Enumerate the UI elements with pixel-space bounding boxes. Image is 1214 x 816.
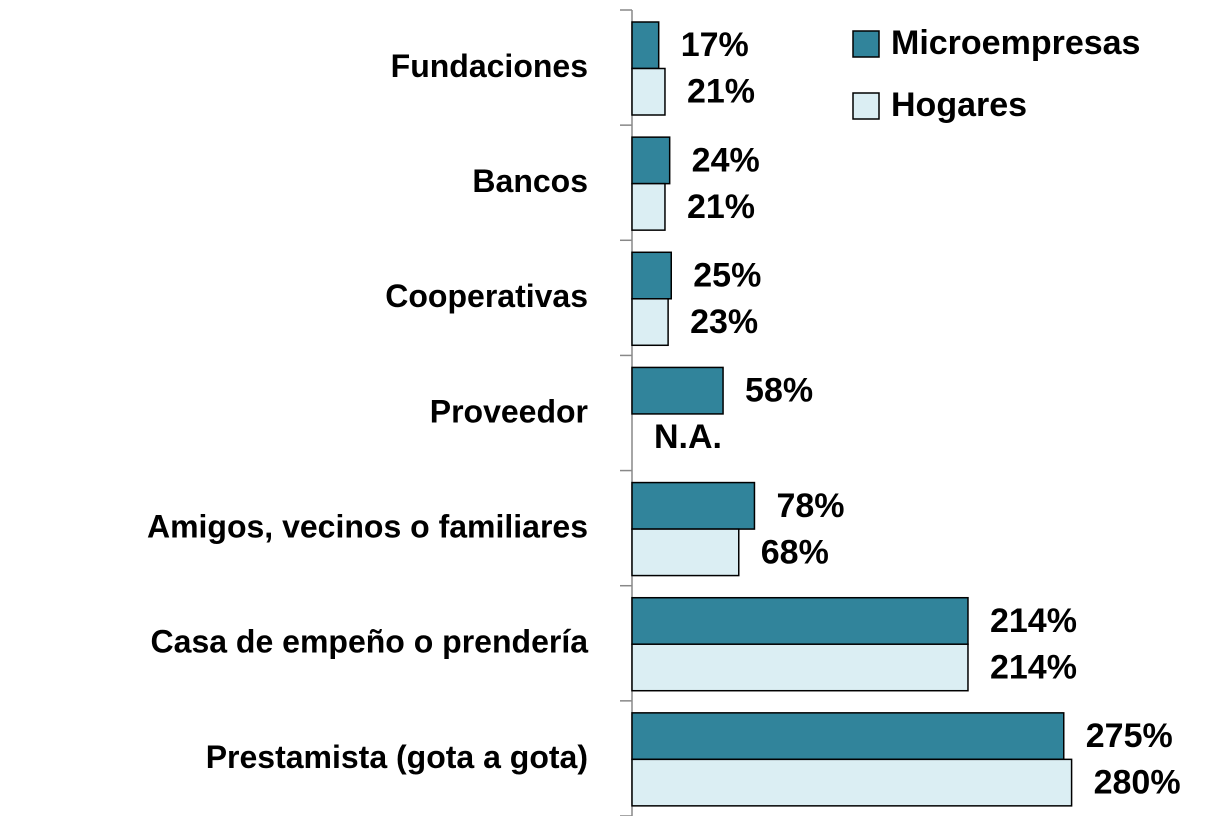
- value-label: 21%: [687, 73, 755, 111]
- value-label: 21%: [687, 188, 755, 226]
- bar: [631, 643, 969, 692]
- category-label: Bancos: [472, 163, 588, 199]
- legend-swatch: [852, 30, 880, 58]
- legend-label: Microempresas: [891, 24, 1140, 62]
- category-label: Prestamista (gota a gota): [206, 739, 588, 775]
- category-label: Casa de empeño o prendería: [151, 624, 589, 660]
- category-label: Cooperativas: [385, 278, 588, 314]
- value-label: 214%: [990, 602, 1077, 640]
- bar: [631, 298, 669, 347]
- bar: [631, 21, 660, 70]
- bar: [631, 758, 1073, 807]
- value-label: N.A.: [654, 418, 722, 456]
- bar: [631, 596, 969, 645]
- value-label: 17%: [681, 26, 749, 64]
- value-label: 275%: [1086, 717, 1173, 755]
- bar: [631, 67, 666, 116]
- value-label: 78%: [776, 487, 844, 525]
- value-label: 25%: [693, 257, 761, 295]
- value-label: 23%: [690, 303, 758, 341]
- legend-swatch: [852, 92, 880, 120]
- bar: [631, 182, 666, 231]
- category-label: Fundaciones: [391, 48, 588, 84]
- bar: [631, 481, 756, 530]
- bar: [631, 251, 672, 300]
- value-label: 58%: [745, 372, 813, 410]
- bar: [631, 136, 671, 185]
- bar: [631, 712, 1065, 761]
- value-label: 214%: [990, 648, 1077, 686]
- bar: [631, 528, 740, 577]
- value-label: 24%: [692, 141, 760, 179]
- bar: [631, 366, 724, 415]
- legend-label: Hogares: [891, 86, 1027, 124]
- category-label: Amigos, vecinos o familiares: [147, 509, 588, 545]
- category-label: Proveedor: [430, 393, 588, 429]
- value-label: 68%: [761, 533, 829, 571]
- value-label: 280%: [1094, 764, 1181, 802]
